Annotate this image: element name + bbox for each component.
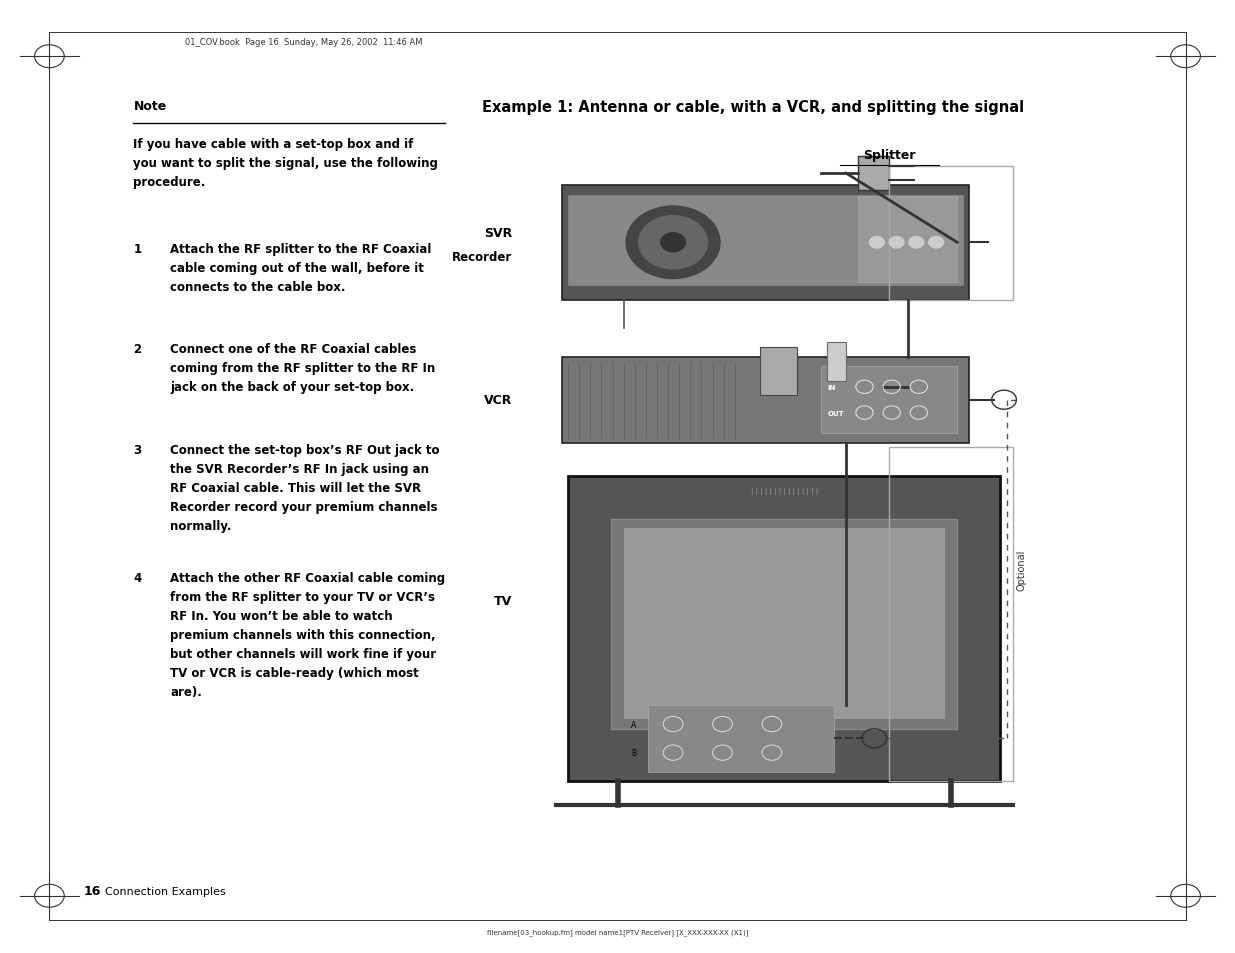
Text: A: A xyxy=(631,720,636,729)
Bar xyxy=(611,519,957,729)
Text: Attach the other RF Coaxial cable coming
from the RF splitter to your TV or VCR’: Attach the other RF Coaxial cable coming… xyxy=(170,572,446,699)
Text: Connect one of the RF Coaxial cables
coming from the RF splitter to the RF In
ja: Connect one of the RF Coaxial cables com… xyxy=(170,343,436,394)
Circle shape xyxy=(909,237,924,249)
Text: 3: 3 xyxy=(133,443,142,456)
Bar xyxy=(858,157,889,191)
Bar xyxy=(821,367,957,434)
Text: 2: 2 xyxy=(133,343,142,356)
Text: Connect the set-top box’s RF Out jack to
the SVR Recorder’s RF In jack using an
: Connect the set-top box’s RF Out jack to… xyxy=(170,443,440,532)
Bar xyxy=(889,167,1013,300)
Text: Recorder: Recorder xyxy=(452,251,513,264)
Bar xyxy=(827,343,846,381)
Text: If you have cable with a set-top box and if
you want to split the signal, use th: If you have cable with a set-top box and… xyxy=(133,138,438,189)
Circle shape xyxy=(626,207,720,279)
Text: Attach the RF splitter to the RF Coaxial
cable coming out of the wall, before it: Attach the RF splitter to the RF Coaxial… xyxy=(170,243,432,294)
Bar xyxy=(858,197,957,283)
Bar xyxy=(568,476,1000,781)
Bar xyxy=(624,529,945,720)
Bar xyxy=(648,705,834,772)
Text: 4: 4 xyxy=(133,572,142,585)
Text: Splitter: Splitter xyxy=(863,149,915,162)
Text: OUT: OUT xyxy=(827,410,844,416)
Circle shape xyxy=(929,237,944,249)
Text: Example 1: Antenna or cable, with a VCR, and splitting the signal: Example 1: Antenna or cable, with a VCR,… xyxy=(482,100,1024,115)
Text: | | | | | | | | | | | | | | |: | | | | | | | | | | | | | | | xyxy=(751,487,818,495)
Circle shape xyxy=(889,237,904,249)
Text: TV: TV xyxy=(494,594,513,607)
Text: 01_COV.book  Page 16  Sunday, May 26, 2002  11:46 AM: 01_COV.book Page 16 Sunday, May 26, 2002… xyxy=(185,38,422,48)
Text: IN: IN xyxy=(827,384,836,391)
Bar xyxy=(889,448,1013,781)
Bar xyxy=(562,186,969,300)
Text: 1: 1 xyxy=(133,243,142,256)
Bar xyxy=(760,348,797,395)
Text: B: B xyxy=(631,748,636,758)
Circle shape xyxy=(661,233,685,253)
Text: Optional: Optional xyxy=(1016,549,1026,590)
Circle shape xyxy=(638,216,708,270)
Text: Note: Note xyxy=(133,100,167,113)
Text: VCR: VCR xyxy=(484,394,513,407)
Bar xyxy=(562,357,969,443)
Bar xyxy=(568,195,963,286)
Circle shape xyxy=(869,237,884,249)
Text: filename[03_hookup.fm] model name1[PTV Receiver] [X_XXX-XXX-XX (X1)]: filename[03_hookup.fm] model name1[PTV R… xyxy=(487,928,748,936)
Text: 16: 16 xyxy=(84,884,101,898)
Text: SVR: SVR xyxy=(484,227,513,240)
Text: Connection Examples: Connection Examples xyxy=(105,886,226,896)
